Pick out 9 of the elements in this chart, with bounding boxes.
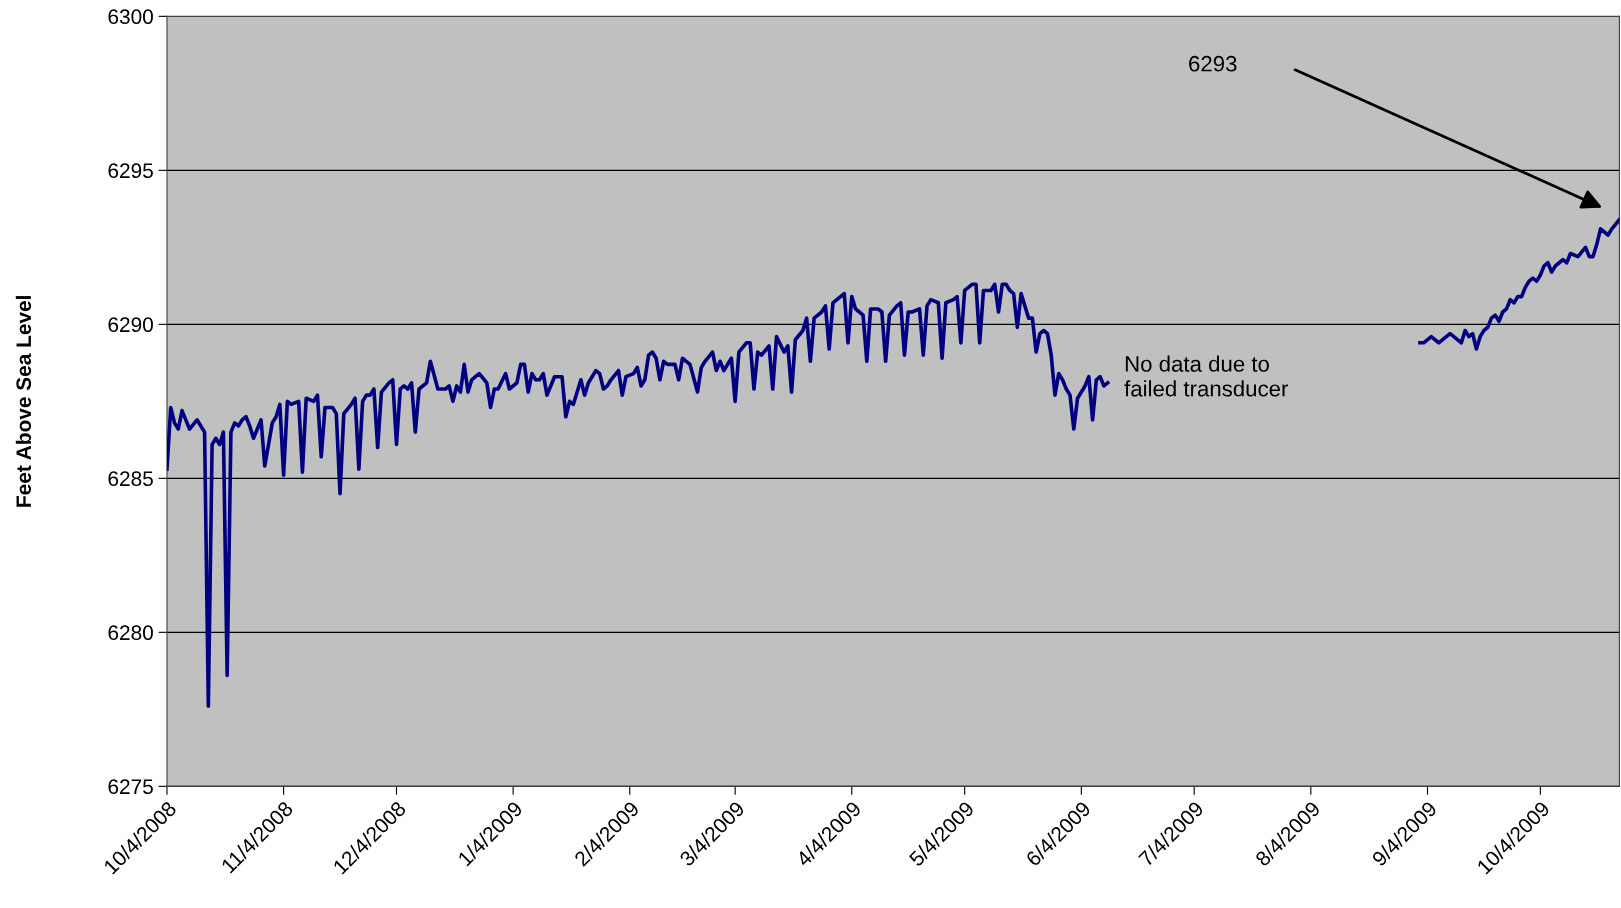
annotation: 6293	[1189, 55, 1237, 72]
annotation: No data due to failed transducer	[1124, 355, 1289, 397]
y-tick-label: 6295	[108, 163, 153, 179]
y-axis-title: Feet Above Sea Level	[15, 296, 32, 507]
y-tick-label: 6300	[108, 9, 153, 25]
y-tick-label: 6275	[108, 779, 153, 795]
y-tick-label: 6290	[108, 317, 153, 333]
y-tick-label: 6280	[108, 625, 153, 641]
y-tick-label: 6285	[108, 471, 153, 487]
